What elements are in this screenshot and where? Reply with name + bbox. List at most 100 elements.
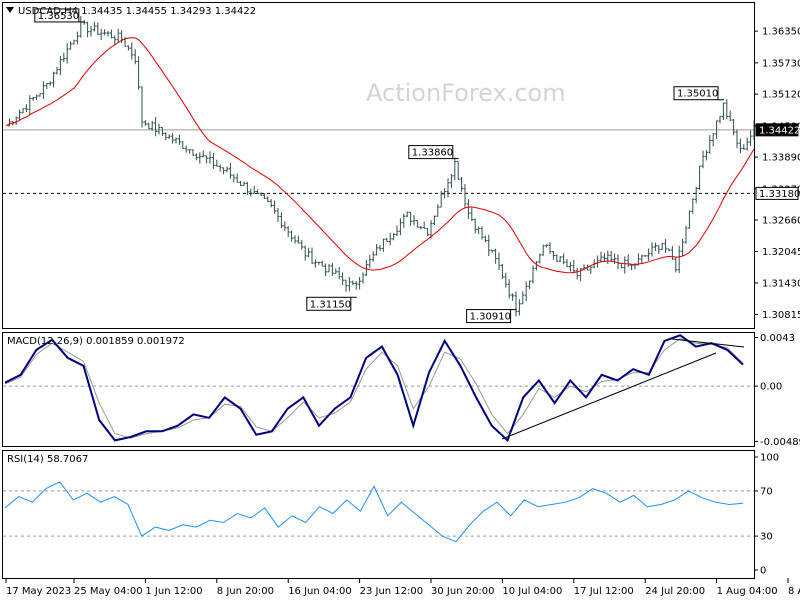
- price-bar: [86, 21, 90, 38]
- price-bar: [500, 264, 504, 280]
- price-bar: [507, 279, 511, 299]
- price-bar: [470, 207, 474, 222]
- price-bar: [334, 268, 338, 274]
- price-bar: [358, 276, 362, 290]
- rsi-tick-label: 0: [760, 566, 766, 577]
- price-bar: [398, 218, 402, 236]
- price-bar: [177, 134, 181, 145]
- price-bar: [385, 237, 389, 242]
- price-bar: [344, 279, 348, 292]
- price-bar: [426, 227, 430, 237]
- price-bar: [664, 238, 668, 253]
- price-bar: [259, 192, 263, 197]
- price-bar: [38, 93, 42, 97]
- time-tick-label: 16 Jun 04:00: [288, 586, 352, 597]
- price-bar: [65, 43, 69, 64]
- time-tick-label: 1 Aug 04:00: [717, 586, 778, 597]
- price-bar: [24, 104, 28, 113]
- price-bar: [694, 186, 698, 204]
- price-bar: [140, 86, 144, 128]
- price-bar: [317, 261, 321, 265]
- price-bar: [147, 122, 151, 130]
- price-bar: [497, 252, 501, 270]
- price-bar: [171, 132, 175, 144]
- price-bar: [528, 280, 532, 290]
- price-bar: [310, 247, 314, 264]
- price-bar: [62, 52, 66, 63]
- price-bar: [371, 251, 375, 262]
- price-bar: [320, 260, 324, 267]
- price-bar: [449, 173, 453, 189]
- price-bar: [609, 250, 613, 263]
- price-bar: [466, 199, 470, 219]
- price-bar: [286, 226, 290, 237]
- price-bar: [106, 30, 110, 37]
- price-bar: [572, 259, 576, 274]
- price-bar: [402, 213, 406, 228]
- price-bar: [463, 183, 467, 208]
- price-bar: [419, 226, 423, 230]
- collapse-arrow-icon[interactable]: [6, 7, 14, 13]
- price-bar: [364, 259, 368, 276]
- price-bar: [252, 185, 256, 194]
- price-bar: [211, 152, 215, 169]
- price-bar: [150, 120, 154, 131]
- price-bar: [511, 293, 515, 301]
- price-bar: [307, 247, 311, 258]
- price-bar: [436, 204, 440, 217]
- price-bar: [239, 180, 243, 187]
- price-bar: [103, 29, 107, 36]
- price-bar: [273, 200, 277, 214]
- price-bar: [184, 145, 188, 153]
- price-bar: [483, 235, 487, 243]
- price-bar: [562, 253, 566, 265]
- price-bar: [606, 250, 610, 265]
- price-bar: [708, 135, 712, 154]
- price-bar: [575, 267, 579, 280]
- price-bar: [55, 66, 59, 75]
- price-bar: [381, 238, 385, 252]
- price-bar: [415, 220, 419, 228]
- price-bar: [749, 130, 753, 147]
- price-bar: [531, 265, 535, 284]
- price-bar: [599, 251, 603, 263]
- price-bar: [388, 232, 392, 246]
- time-tick-label: 24 Jul 20:00: [645, 586, 705, 597]
- price-bar: [681, 238, 685, 256]
- time-tick-label: 8 Jun 20:00: [217, 586, 274, 597]
- price-bar: [52, 71, 56, 88]
- price-bar: [283, 221, 287, 231]
- price-bar: [422, 221, 426, 229]
- macd-panel: [2, 332, 755, 447]
- price-bar: [69, 41, 73, 50]
- price-bar: [728, 110, 732, 122]
- price-bar: [154, 116, 158, 137]
- svg-text:1.31150: 1.31150: [310, 299, 351, 310]
- price-bar: [653, 242, 657, 252]
- rsi-panel: [2, 450, 755, 579]
- price-bar: [232, 174, 236, 183]
- price-bar: [677, 245, 681, 274]
- price-bar: [21, 108, 25, 114]
- price-bar: [623, 256, 627, 274]
- price-bar: [674, 257, 678, 273]
- price-bar: [660, 242, 664, 251]
- price-bar: [31, 97, 35, 101]
- price-bar: [347, 277, 351, 292]
- price-bar: [341, 272, 345, 285]
- price-bar: [330, 262, 334, 276]
- price-bar: [235, 173, 239, 183]
- price-bar: [7, 118, 11, 127]
- price-bar: [490, 249, 494, 253]
- price-annotation: 1.35010: [673, 86, 724, 101]
- price-bar: [351, 280, 355, 286]
- price-bar: [698, 165, 702, 190]
- price-bar: [456, 161, 460, 180]
- price-bar: [650, 242, 654, 257]
- price-bar: [534, 261, 538, 271]
- price-bar: [443, 188, 447, 199]
- macd-tick-label: -0.004895: [760, 437, 800, 448]
- price-annotation: 1.33860: [408, 145, 459, 160]
- price-bar: [504, 272, 508, 288]
- price-bar: [640, 254, 644, 264]
